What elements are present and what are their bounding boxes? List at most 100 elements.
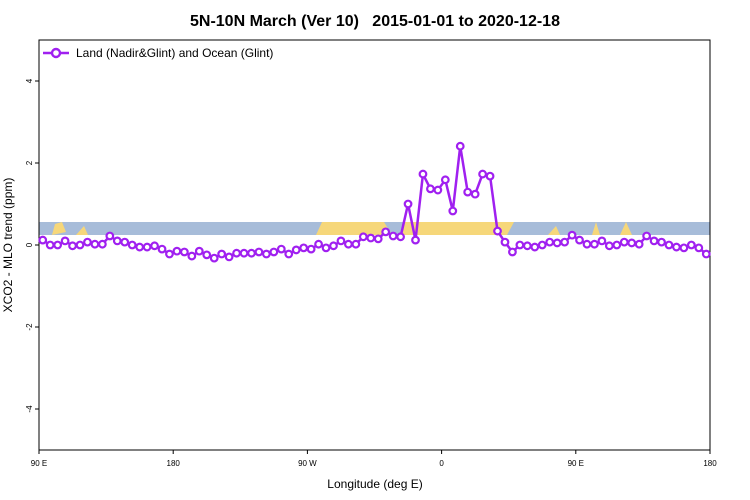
land-area (52, 222, 66, 235)
data-point (522, 241, 532, 251)
data-point (68, 241, 77, 251)
data-point (291, 245, 301, 255)
data-point (545, 237, 555, 247)
data-point (60, 236, 70, 246)
data-point (567, 230, 577, 240)
data-point (329, 241, 338, 251)
data-point (269, 247, 279, 257)
data-point (560, 237, 570, 247)
x-tick-label: 90 E (31, 459, 47, 468)
data-point (179, 247, 189, 257)
data-point (619, 237, 629, 247)
data-point (217, 249, 227, 259)
data-point (142, 242, 152, 252)
land-ocean-mask (39, 222, 710, 235)
data-point (306, 244, 316, 254)
land-area (620, 222, 632, 235)
data-point (485, 171, 495, 181)
land-area (548, 226, 560, 235)
data-point (224, 252, 234, 262)
data-point (664, 240, 674, 250)
y-axis-label: XCO2 - MLO trend (ppm) (1, 178, 15, 313)
data-point (314, 239, 323, 249)
data-point (194, 246, 204, 256)
data-point (590, 239, 599, 249)
data-point (701, 249, 711, 259)
legend-label: Land (Nadir&Glint) and Ocean (Glint) (76, 46, 273, 60)
data-point (299, 243, 309, 253)
data-point (537, 240, 547, 250)
data-point (649, 236, 659, 246)
data-point (75, 240, 85, 250)
data-point (202, 250, 212, 260)
data-point (582, 239, 592, 249)
data-point (127, 240, 137, 250)
data-point (187, 251, 197, 261)
data-point (105, 231, 115, 241)
chart-title: 5N-10N March (Ver 10) 2015-01-01 to 2020… (190, 13, 560, 30)
data-point (694, 243, 704, 253)
legend-marker (50, 47, 62, 59)
data-point (552, 238, 562, 248)
data-point (261, 249, 271, 259)
data-point (254, 247, 264, 257)
land-area (592, 222, 600, 235)
data-point (53, 240, 63, 250)
data-point (634, 239, 644, 249)
data-point (120, 237, 130, 247)
data-point (373, 234, 383, 244)
data-point (358, 232, 368, 242)
data-point (45, 240, 55, 250)
x-tick-label: 90 W (298, 459, 317, 468)
data-point (672, 242, 681, 252)
data-point (433, 185, 443, 195)
data-point (686, 240, 696, 250)
land-area (76, 226, 88, 235)
data-point (276, 244, 286, 254)
data-point (493, 226, 502, 236)
y-tick-label: 4 (25, 78, 34, 83)
data-point (411, 235, 420, 245)
x-axis-label: Longitude (deg E) (327, 477, 422, 491)
series-line (42, 145, 708, 260)
x-tick-label: 0 (439, 459, 444, 468)
data-point (418, 169, 428, 179)
y-tick-label: -2 (25, 323, 34, 331)
data-point (232, 248, 241, 258)
data-point (321, 243, 331, 253)
data-point (366, 233, 376, 243)
data-point (150, 241, 159, 251)
data-point (172, 246, 182, 256)
data-point (463, 187, 473, 197)
data-point (642, 231, 652, 241)
data-point (515, 240, 525, 250)
data-point (38, 235, 48, 245)
x-tick-label: 90 E (568, 459, 584, 468)
data-point (440, 175, 450, 185)
x-tick-label: 180 (167, 459, 181, 468)
data-point (478, 169, 488, 179)
data-point (112, 236, 122, 246)
data-point (165, 249, 174, 259)
data-point (604, 241, 614, 251)
data-point (284, 249, 294, 259)
data-point (426, 184, 435, 194)
data-point (597, 236, 607, 246)
y-tick-label: 2 (25, 160, 34, 165)
data-point (97, 239, 107, 249)
data-point (239, 248, 249, 258)
data-point (627, 238, 637, 248)
land-area (400, 222, 514, 235)
data-point (247, 248, 256, 258)
data-point (157, 244, 167, 254)
data-point (135, 242, 145, 252)
land-area (316, 222, 392, 235)
y-tick-label: 0 (25, 242, 34, 247)
data-point (500, 237, 510, 247)
data-point (575, 235, 584, 245)
data-point (351, 239, 361, 249)
data-point (396, 232, 405, 242)
data-point (470, 189, 480, 199)
data-point (679, 243, 689, 253)
